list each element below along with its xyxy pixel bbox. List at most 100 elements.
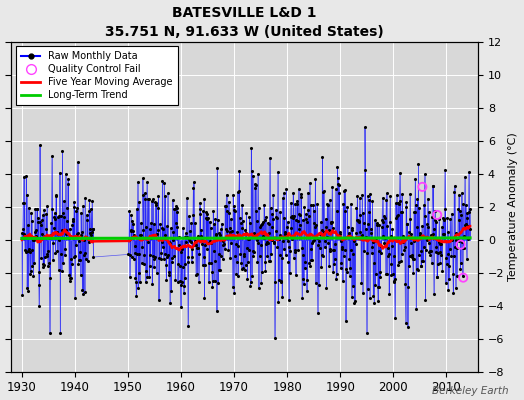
Point (245, 214, 254, 220)
Point (145, 196, 153, 202)
Point (179, 225, 187, 231)
Point (190, 179, 198, 185)
Point (41, 254, 49, 260)
Point (66, 225, 74, 232)
Point (407, 231, 416, 237)
Point (238, 225, 247, 231)
Point (315, 282, 323, 288)
Point (437, 252, 445, 258)
Point (165, 239, 173, 246)
Point (362, 234, 370, 241)
Point (322, 215, 330, 222)
Point (344, 234, 352, 240)
Point (55, 236, 63, 243)
Point (295, 210, 303, 217)
Point (282, 186, 290, 192)
Point (73, 159, 82, 165)
Point (52, 193, 60, 200)
Point (59, 260, 67, 266)
Point (18, 230, 26, 236)
Point (43, 253, 52, 259)
Point (49, 240, 58, 246)
Point (416, 232, 424, 239)
Point (421, 213, 429, 220)
Point (163, 190, 172, 196)
Point (174, 234, 183, 240)
Point (340, 187, 348, 194)
Point (50, 214, 58, 220)
Point (444, 229, 453, 236)
Point (343, 269, 351, 276)
Point (265, 230, 273, 236)
Point (212, 230, 221, 237)
Point (404, 284, 412, 290)
Point (390, 253, 398, 260)
Point (376, 274, 385, 280)
Point (152, 200, 160, 206)
Point (33, 206, 41, 212)
Point (320, 188, 328, 194)
Point (332, 271, 341, 278)
Point (144, 196, 152, 202)
Point (21, 234, 29, 240)
Point (364, 286, 372, 292)
Point (250, 230, 258, 236)
Point (231, 253, 239, 260)
Point (443, 215, 451, 222)
Point (227, 216, 235, 223)
Point (289, 215, 297, 221)
Point (86, 226, 94, 232)
Point (150, 255, 159, 262)
Point (307, 202, 315, 208)
Point (143, 179, 151, 186)
Point (434, 250, 442, 256)
Point (36, 142, 44, 148)
Point (188, 246, 196, 252)
Point (409, 269, 417, 276)
Point (228, 228, 236, 234)
Point (225, 210, 233, 216)
Point (216, 232, 224, 238)
Point (353, 193, 362, 199)
Point (465, 206, 474, 212)
Point (66, 275, 74, 281)
Point (204, 239, 212, 246)
Point (32, 206, 41, 212)
Point (292, 198, 301, 204)
Point (450, 253, 458, 260)
Point (264, 240, 272, 246)
Point (397, 251, 406, 257)
Point (226, 225, 235, 232)
Point (446, 216, 454, 222)
Point (365, 209, 373, 216)
Point (267, 205, 275, 212)
Point (440, 216, 448, 222)
Point (413, 224, 421, 230)
Point (18, 292, 26, 298)
Point (208, 284, 216, 290)
Point (150, 221, 158, 227)
Point (408, 252, 416, 258)
Point (301, 216, 310, 222)
Point (403, 324, 412, 330)
Point (451, 285, 460, 291)
Point (39, 264, 48, 270)
Point (376, 269, 384, 275)
Point (360, 220, 368, 226)
Point (331, 256, 339, 262)
Point (456, 242, 465, 248)
Point (304, 207, 312, 213)
Point (224, 198, 233, 205)
Point (194, 245, 202, 252)
Point (137, 220, 145, 226)
Point (322, 285, 331, 291)
Point (388, 226, 397, 232)
Point (34, 219, 42, 226)
Point (359, 236, 368, 242)
Point (390, 278, 399, 284)
Point (311, 223, 319, 230)
Point (245, 247, 253, 254)
Point (27, 210, 35, 216)
Point (409, 256, 418, 262)
Point (72, 204, 81, 211)
